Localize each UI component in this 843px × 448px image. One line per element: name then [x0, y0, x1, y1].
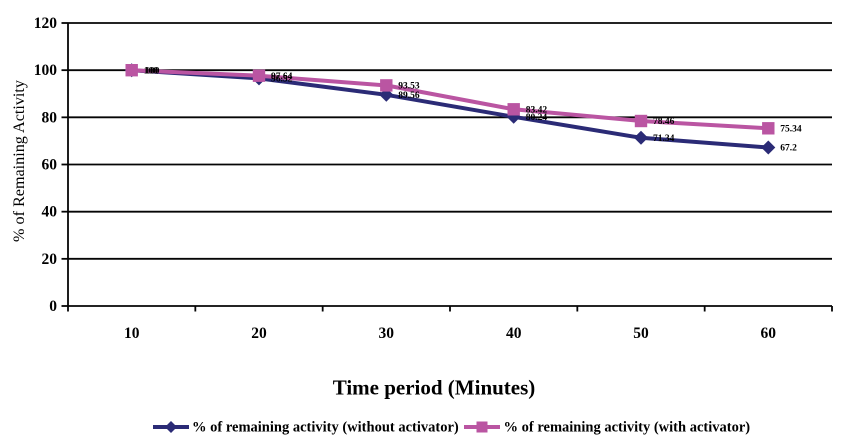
svg-text:100: 100	[144, 66, 159, 76]
svg-text:83.42: 83.42	[526, 106, 548, 116]
svg-text:50: 50	[633, 325, 649, 342]
svg-text:40: 40	[506, 325, 522, 342]
svg-text:20: 20	[251, 325, 267, 342]
svg-text:100: 100	[145, 66, 160, 76]
svg-text:20: 20	[42, 251, 58, 268]
svg-text:% of Remaining Activity: % of Remaining Activity	[11, 80, 28, 242]
svg-text:67.2: 67.2	[780, 144, 797, 154]
svg-text:30: 30	[379, 325, 395, 342]
svg-text:89.56: 89.56	[398, 91, 420, 101]
svg-text:120: 120	[34, 15, 58, 32]
svg-text:100: 100	[34, 62, 58, 79]
svg-text:40: 40	[42, 204, 58, 221]
svg-text:% of remaining activity (with: % of remaining activity (with activator)	[504, 420, 751, 436]
svg-text:96.52: 96.52	[271, 75, 293, 85]
svg-text:71.34: 71.34	[653, 134, 675, 144]
svg-text:80: 80	[42, 109, 58, 126]
svg-text:% of remaining activity (witho: % of remaining activity (without activat…	[192, 420, 459, 436]
svg-text:75.34: 75.34	[780, 125, 802, 135]
svg-text:78.46: 78.46	[653, 117, 675, 127]
svg-text:80.24: 80.24	[526, 113, 548, 123]
svg-text:97.64: 97.64	[271, 72, 293, 82]
svg-text:60: 60	[42, 157, 58, 174]
svg-text:60: 60	[761, 325, 777, 342]
svg-text:0: 0	[49, 298, 57, 315]
svg-text:10: 10	[124, 325, 140, 342]
svg-text:93.53: 93.53	[398, 82, 420, 92]
svg-text:Time period (Minutes): Time period (Minutes)	[333, 376, 536, 400]
